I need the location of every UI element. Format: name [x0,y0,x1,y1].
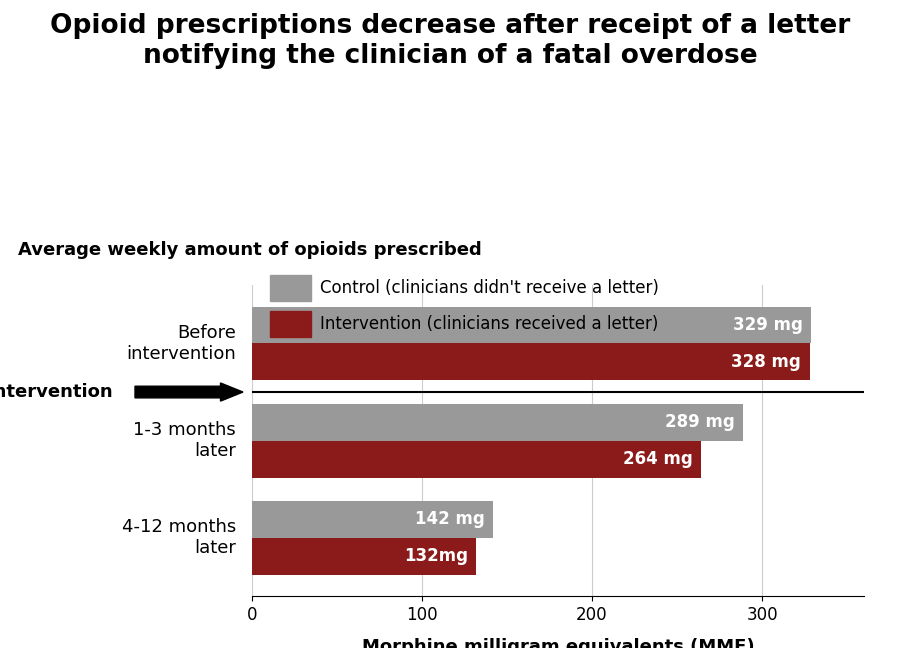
Bar [252,404,743,441]
Bar [252,501,493,538]
X-axis label: Morphine milligram equivalents (MME): Morphine milligram equivalents (MME) [362,638,754,648]
Text: 289 mg: 289 mg [665,413,734,431]
Bar [252,307,811,343]
Text: 142 mg: 142 mg [415,511,485,528]
Text: Control (clinicians didn't receive a letter): Control (clinicians didn't receive a let… [320,279,659,297]
Text: 264 mg: 264 mg [623,450,692,468]
Bar [252,441,701,478]
Text: Intervention: Intervention [0,383,112,401]
Bar [252,343,810,380]
Bar [252,538,476,575]
Text: 132mg: 132mg [404,548,468,565]
Text: Opioid prescriptions decrease after receipt of a letter
notifying the clinician : Opioid prescriptions decrease after rece… [50,13,850,69]
Text: 329 mg: 329 mg [733,316,803,334]
Text: 328 mg: 328 mg [732,353,801,371]
Text: Intervention (clinicians received a letter): Intervention (clinicians received a lett… [320,315,658,333]
Text: Average weekly amount of opioids prescribed: Average weekly amount of opioids prescri… [18,241,482,259]
